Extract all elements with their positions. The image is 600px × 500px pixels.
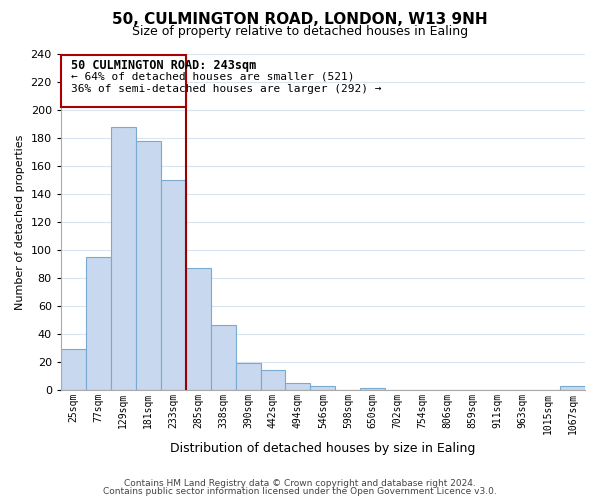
Text: ← 64% of detached houses are smaller (521): ← 64% of detached houses are smaller (52… xyxy=(71,72,355,82)
Bar xyxy=(361,388,385,390)
Text: Size of property relative to detached houses in Ealing: Size of property relative to detached ho… xyxy=(132,25,468,38)
Bar xyxy=(161,180,185,390)
Text: 50 CULMINGTON ROAD: 243sqm: 50 CULMINGTON ROAD: 243sqm xyxy=(71,59,257,72)
Bar xyxy=(560,386,585,390)
X-axis label: Distribution of detached houses by size in Ealing: Distribution of detached houses by size … xyxy=(170,442,476,455)
Bar xyxy=(286,383,310,390)
Bar xyxy=(211,326,236,390)
Text: Contains HM Land Registry data © Crown copyright and database right 2024.: Contains HM Land Registry data © Crown c… xyxy=(124,478,476,488)
Bar xyxy=(111,126,136,390)
Bar xyxy=(185,268,211,390)
Bar xyxy=(310,386,335,390)
Bar xyxy=(136,140,161,390)
Y-axis label: Number of detached properties: Number of detached properties xyxy=(15,134,25,310)
Bar xyxy=(236,363,260,390)
Text: 50, CULMINGTON ROAD, LONDON, W13 9NH: 50, CULMINGTON ROAD, LONDON, W13 9NH xyxy=(112,12,488,28)
Bar xyxy=(86,257,111,390)
Bar xyxy=(61,349,86,390)
FancyBboxPatch shape xyxy=(61,56,185,107)
Text: Contains public sector information licensed under the Open Government Licence v3: Contains public sector information licen… xyxy=(103,487,497,496)
Bar xyxy=(260,370,286,390)
Text: 36% of semi-detached houses are larger (292) →: 36% of semi-detached houses are larger (… xyxy=(71,84,382,94)
